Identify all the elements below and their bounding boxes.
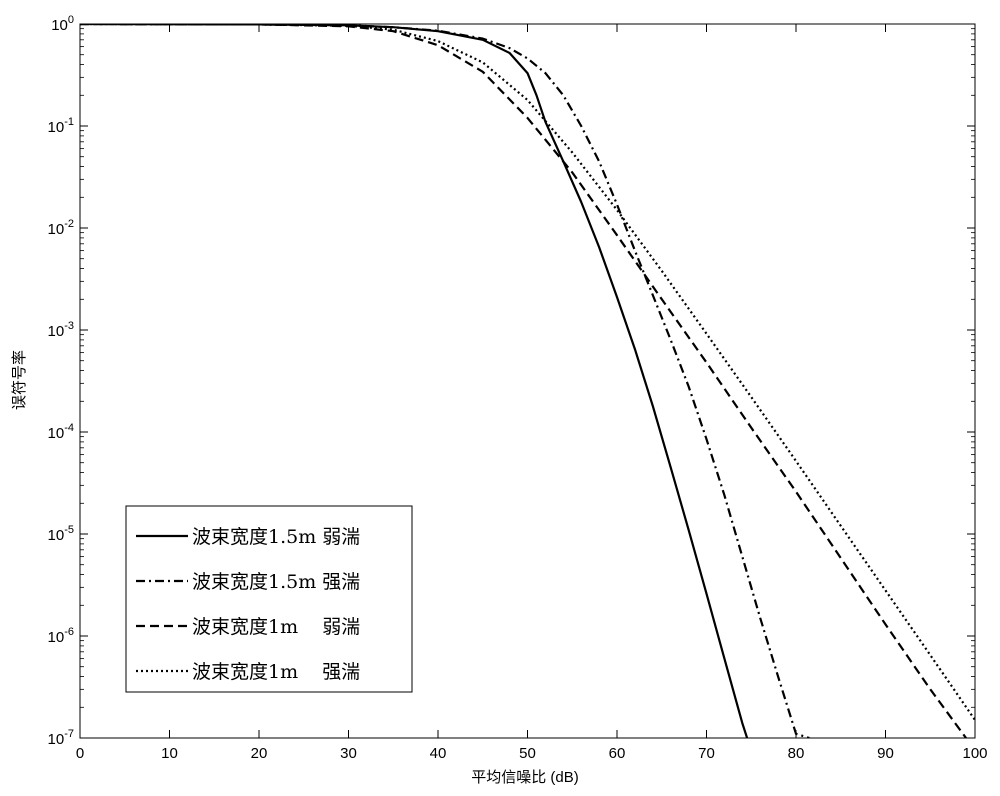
y-tick-base: 10	[48, 425, 65, 442]
legend-label-2: 波束宽度1.5m 强湍	[192, 571, 360, 593]
y-tick-base: 10	[48, 527, 65, 544]
x-tick-label: 100	[962, 745, 987, 762]
y-tick-base: 10	[48, 119, 65, 136]
x-tick-label: 40	[430, 745, 447, 762]
x-tick-label: 30	[340, 745, 357, 762]
y-tick-label: 10-1	[48, 116, 74, 136]
y-tick-base: 10	[48, 629, 65, 646]
legend-label-4: 波束宽度1m 强湍	[192, 661, 360, 683]
y-tick-label: 10-4	[48, 422, 74, 442]
y-tick-label: 10-2	[48, 218, 74, 238]
y-tick-exponent: -4	[64, 422, 74, 434]
y-tick-exponent: -1	[64, 116, 74, 128]
legend-label-3: 波束宽度1m 弱湍	[192, 616, 360, 638]
y-tick-label: 100	[51, 14, 74, 34]
series-line-2	[80, 24, 810, 738]
series-lines	[80, 24, 975, 738]
x-tick-label: 50	[519, 745, 536, 762]
y-tick-exponent: -2	[64, 218, 74, 230]
legend-label-1: 波束宽度1.5m 弱湍	[192, 526, 360, 548]
x-tick-label: 60	[609, 745, 626, 762]
x-tick-label: 90	[877, 745, 894, 762]
x-tick-label: 10	[161, 745, 178, 762]
y-tick-base: 10	[48, 731, 65, 748]
y-tick-exponent: 0	[68, 14, 74, 26]
x-tick-label: 80	[788, 745, 805, 762]
y-tick-label: 10-7	[48, 728, 74, 748]
x-axis-label: 平均信噪比 (dB)	[471, 769, 579, 786]
y-tick-base: 10	[48, 323, 65, 340]
x-tick-label: 0	[76, 745, 84, 762]
x-tick-label: 20	[251, 745, 268, 762]
y-tick-label: 10-6	[48, 626, 74, 646]
y-tick-exponent: -3	[64, 320, 74, 332]
y-tick-label: 10-5	[48, 524, 74, 544]
y-tick-base: 10	[48, 221, 65, 238]
y-tick-base: 10	[51, 17, 68, 34]
x-tick-label: 70	[698, 745, 715, 762]
y-tick-label: 10-3	[48, 320, 74, 340]
y-tick-exponent: -5	[64, 524, 74, 536]
y-axis-label: 误符号率	[11, 350, 28, 410]
y-tick-exponent: -7	[64, 728, 74, 740]
series-line-3	[80, 24, 967, 738]
y-tick-exponent: -6	[64, 626, 74, 638]
